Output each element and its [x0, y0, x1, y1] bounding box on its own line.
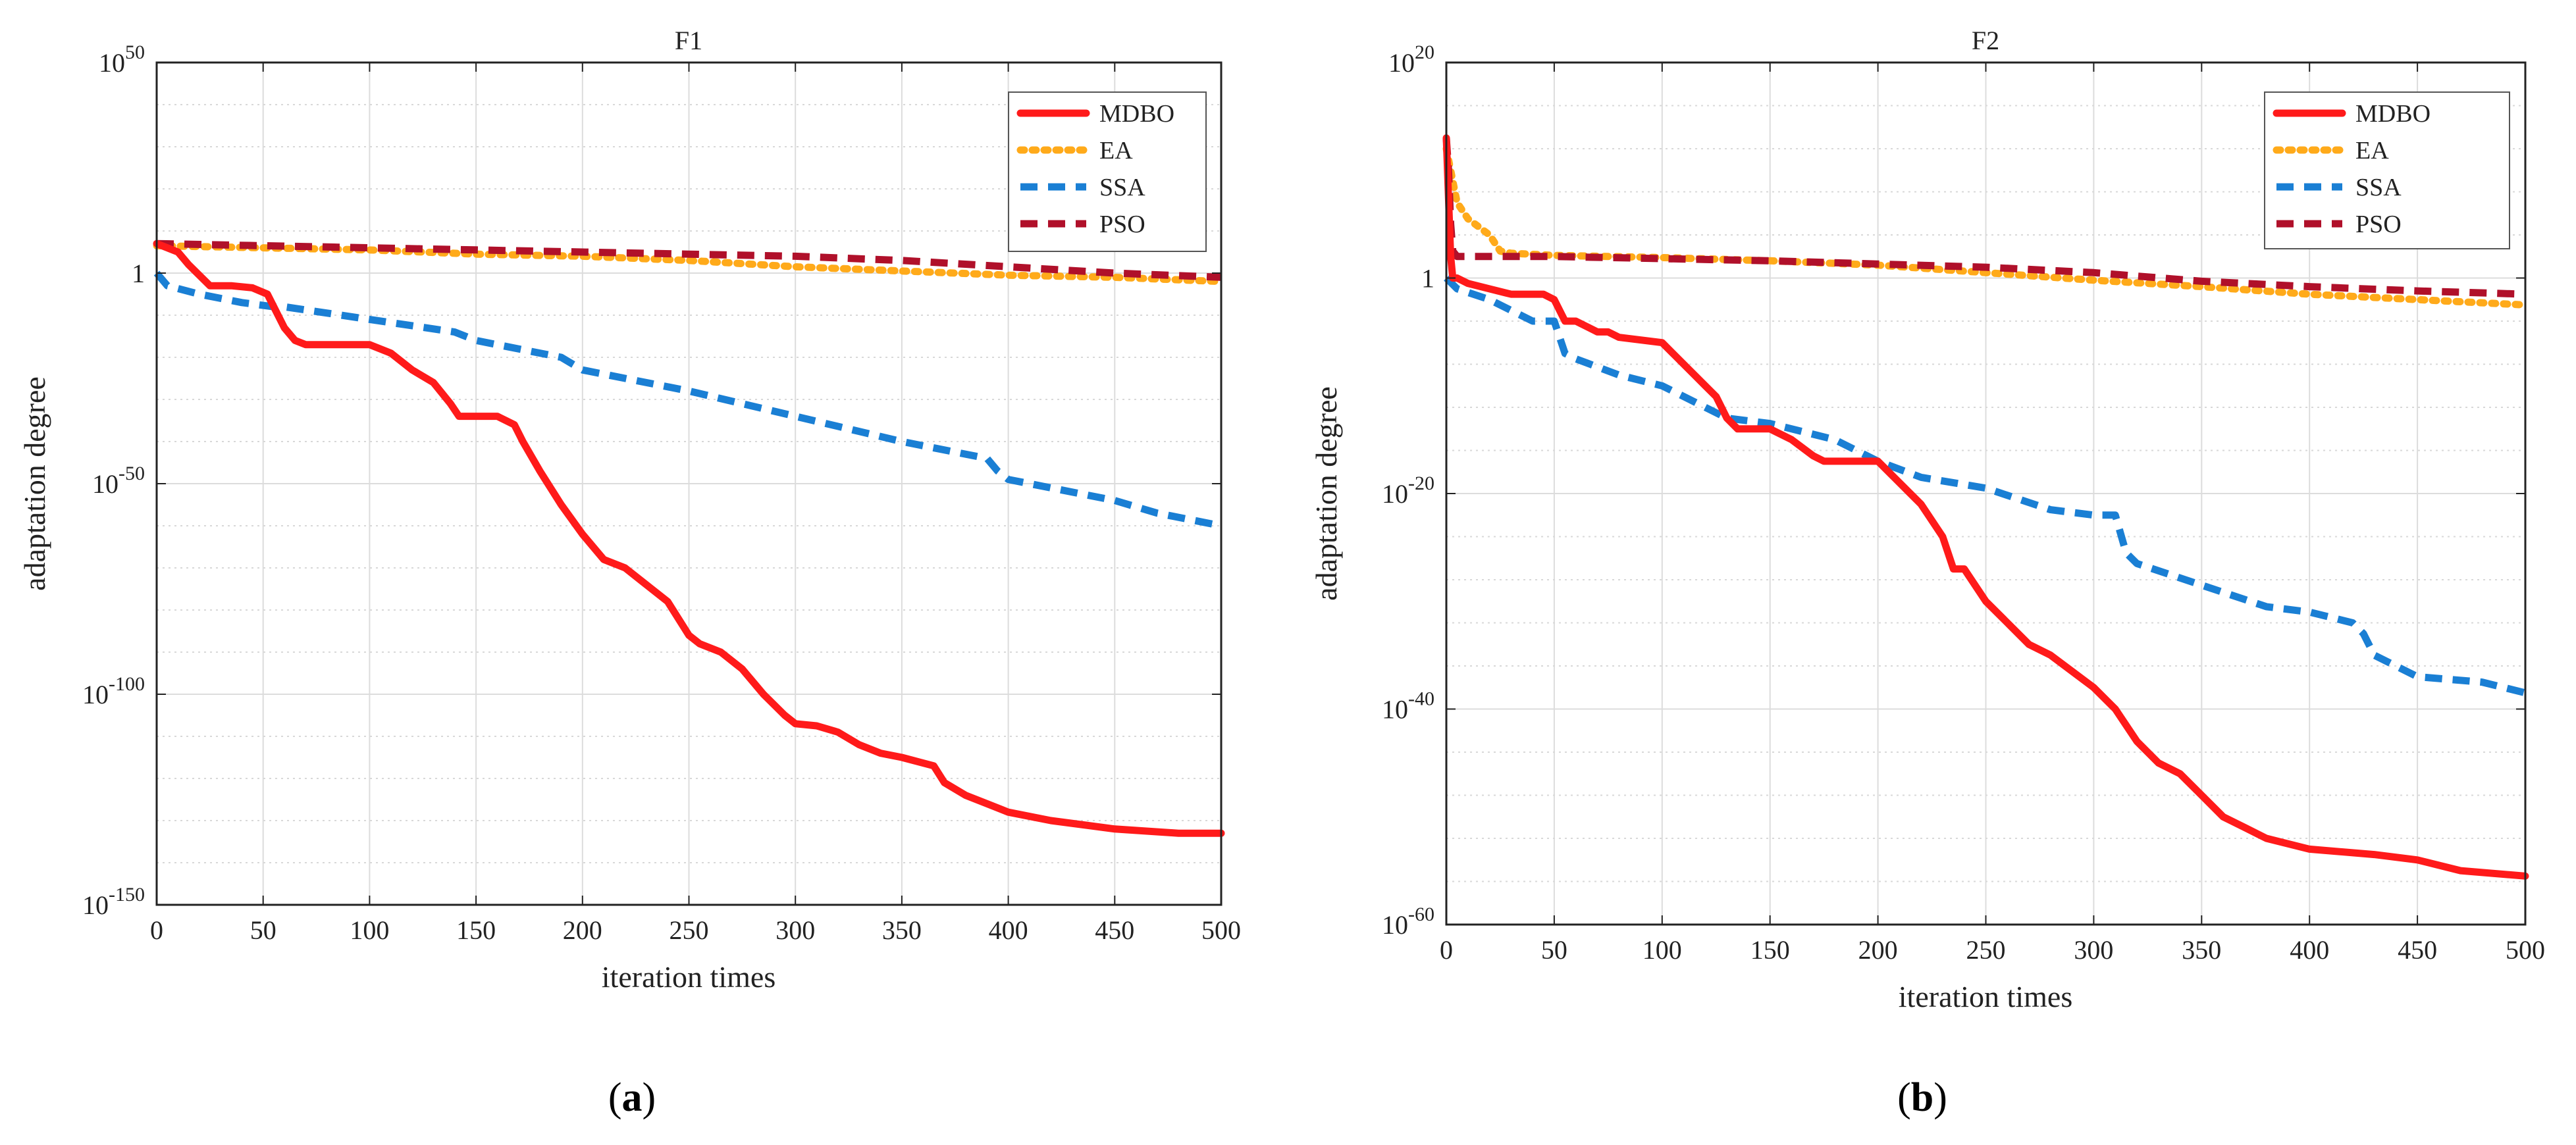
y-tick-label: 10-40	[1382, 688, 1434, 725]
axis-ticks: 0 50 100 150 200 250 300 350 400 450 500 10-150 10-1…	[82, 41, 1241, 945]
series-line-ea	[1442, 145, 2529, 309]
series-group	[153, 240, 1225, 837]
y-tick-label: 1050	[99, 41, 145, 78]
legend-label: EA	[1099, 137, 1133, 165]
legend: MDBO EA SSA PSO	[1008, 91, 1207, 252]
x-tick-label: 300	[775, 915, 815, 945]
x-tick-label: 250	[1966, 935, 2006, 965]
legend-label: PSO	[1099, 211, 1145, 238]
y-tick-label: 10-20	[1382, 472, 1434, 509]
y-axis-label: adaptation degree	[18, 376, 51, 591]
legend-label: SSA	[1099, 174, 1145, 201]
series-group	[1442, 134, 2529, 880]
x-tick-label: 450	[2398, 935, 2437, 965]
chart-panel-b: 0 50 100 150 200 250 300 350 400 450 500 10-60 10-40…	[1309, 26, 2545, 1120]
x-tick-label: 50	[250, 915, 276, 945]
y-tick-label: 10-100	[82, 673, 145, 709]
panel-label: (b)	[1897, 1075, 1947, 1120]
chart-title: F2	[1972, 26, 1999, 55]
chart-panel-a: 0 50 100 150 200 250 300 350 400 450 500 10-150 10-1…	[18, 26, 1241, 1120]
y-tick-label: 10-50	[92, 463, 145, 499]
x-tick-label: 300	[2074, 935, 2113, 965]
x-tick-label: 200	[1858, 935, 1898, 965]
x-tick-label: 0	[150, 915, 163, 945]
x-tick-label: 200	[563, 915, 602, 945]
x-tick-label: 500	[2506, 935, 2545, 965]
y-axis-label: adaptation degree	[1309, 386, 1343, 601]
grid	[1446, 63, 2525, 925]
x-tick-label: 100	[1643, 935, 1682, 965]
axis-ticks: 0 50 100 150 200 250 300 350 400 450 500 10-60 10-40…	[1382, 41, 2545, 965]
x-tick-label: 250	[670, 915, 709, 945]
series-line-ssa	[153, 270, 1222, 530]
chart-title: F1	[675, 26, 702, 55]
x-tick-label: 400	[2290, 935, 2329, 965]
x-tick-label: 500	[1201, 915, 1241, 945]
x-tick-label: 0	[1440, 935, 1453, 965]
legend: MDBO EA SSA PSO	[2264, 91, 2510, 249]
y-tick-label: 1	[132, 259, 145, 288]
y-tick-label: 10-60	[1382, 903, 1434, 940]
y-tick-label: 1020	[1388, 41, 1434, 78]
x-axis-label: iteration times	[1899, 980, 2072, 1013]
x-tick-label: 150	[1750, 935, 1790, 965]
legend-label: MDBO	[2355, 100, 2431, 128]
x-tick-label: 350	[2182, 935, 2221, 965]
legend-label: EA	[2355, 137, 2389, 165]
x-tick-label: 350	[882, 915, 922, 945]
x-tick-label: 150	[456, 915, 496, 945]
y-tick-label: 10-150	[82, 884, 145, 920]
series-line-pso	[156, 240, 1222, 281]
series-line-mdbo	[1442, 134, 2529, 880]
legend-label: SSA	[2355, 174, 2402, 201]
legend-box	[1008, 91, 1207, 252]
legend-label: PSO	[2355, 211, 2402, 238]
series-line-ssa	[1444, 275, 2527, 697]
y-tick-label: 1	[1421, 264, 1434, 293]
x-axis-label: iteration times	[602, 960, 775, 994]
x-tick-label: 450	[1095, 915, 1134, 945]
legend-label: MDBO	[1099, 100, 1174, 128]
series-line-mdbo	[153, 240, 1225, 837]
x-tick-label: 400	[989, 915, 1028, 945]
panel-label: (a)	[608, 1075, 656, 1120]
x-tick-label: 100	[350, 915, 389, 945]
x-tick-label: 50	[1541, 935, 1567, 965]
